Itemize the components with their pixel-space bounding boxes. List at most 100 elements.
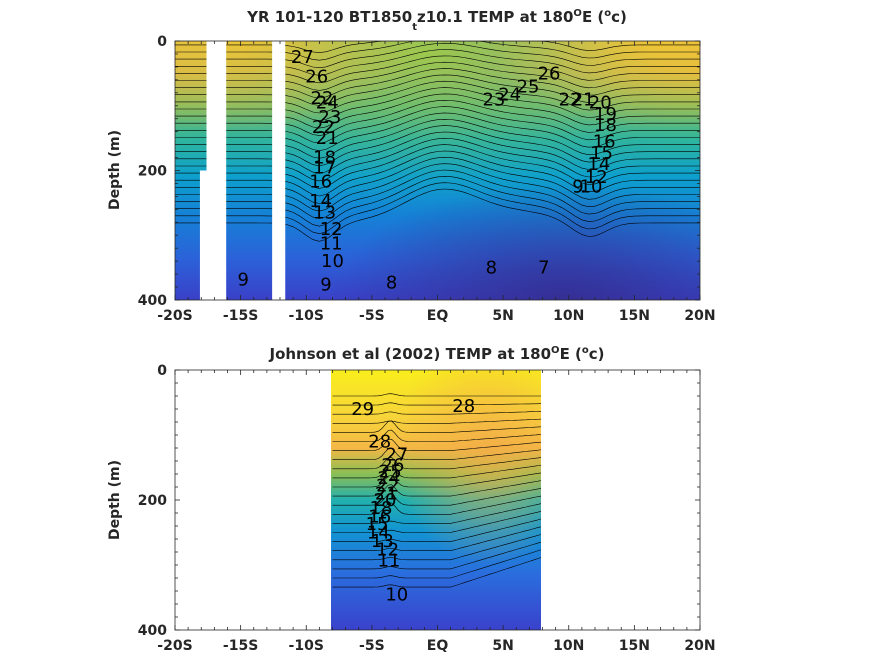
chart2-contour-label: 18	[370, 498, 393, 519]
chart1-isotherm	[175, 175, 700, 227]
chart1-isotherm	[175, 41, 700, 61]
chart2-x-tick-label: EQ	[427, 638, 449, 654]
chart1-contour-label: 7	[538, 258, 549, 279]
chart2-isotherm	[332, 420, 541, 433]
chart1-contour-label: 17	[313, 157, 336, 178]
chart1-y-tick-label: 0	[157, 34, 167, 50]
chart2-contour-label: 29	[351, 399, 374, 420]
chart1-contour-label: 26	[305, 67, 328, 88]
chart1-contour-label: 22	[312, 117, 335, 138]
chart2-x-tick-label: 10N	[553, 638, 584, 654]
chart2-isotherm	[332, 464, 541, 479]
chart1-isotherm	[175, 80, 700, 114]
chart1-y-tick-label: 200	[138, 164, 167, 180]
chart1-x-axis: -20S -15S -10S -5S EQ 5N 10N 15N 20N	[157, 41, 716, 324]
chart1-isotherm	[175, 188, 700, 242]
chart1-x-tick-label: EQ	[427, 308, 449, 324]
chart2-x-tick-label: -15S	[223, 638, 258, 654]
chart2-contour-label: 25	[379, 461, 402, 482]
chart2-ylabel: Depth (m)	[107, 460, 123, 540]
chart1-x-tick-label: -5S	[359, 308, 385, 324]
chart1-contour-label: 18	[313, 148, 336, 169]
chart2-contour-label: 27	[385, 445, 408, 466]
chart1-contour-label: 24	[498, 85, 521, 106]
chart2-isotherm	[332, 495, 541, 515]
chart1-isotherm	[175, 93, 700, 129]
chart1-isotherm	[175, 87, 700, 121]
chart2-isotherm	[332, 438, 541, 451]
chart2-y-tick-label: 400	[138, 623, 167, 639]
chart1-contour-label: 12	[585, 167, 608, 188]
chart1-isotherm	[175, 125, 700, 167]
chart2-isotherm	[332, 457, 541, 470]
chart1-isotherm	[175, 61, 700, 91]
chart1-isotherm	[175, 112, 700, 152]
chart1-contour-label: 22	[311, 88, 334, 109]
chart1-isotherm	[175, 182, 700, 235]
chart1-contour-label: 9	[238, 269, 249, 290]
chart2-contour-label: 10	[385, 584, 408, 605]
chart2-isotherm	[332, 472, 541, 488]
chart2-contour-label: 14	[367, 523, 390, 544]
chart1-contour-label: 27	[291, 47, 314, 68]
chart1-contour-label: 24	[316, 93, 339, 114]
chart1-contour-label: 12	[320, 219, 343, 240]
chart2-contour-label: 21	[375, 484, 398, 505]
chart2-contour-label: 16	[368, 506, 391, 527]
chart2-isotherm	[332, 429, 541, 442]
chart2-x-tick-label: 5N	[492, 638, 513, 654]
chart2-isotherm	[332, 402, 541, 406]
chart2-title: Johnson et al (2002) TEMP at 180OE (oc)	[268, 345, 604, 363]
chart1-contour-label: 16	[593, 131, 616, 152]
chart1-isotherm	[175, 55, 700, 84]
chart2-isotherm	[332, 503, 541, 524]
chart1-isotherm	[175, 41, 700, 53]
chart1-contour-label: 10	[580, 177, 603, 198]
chart1-contour-label: 21	[316, 128, 339, 149]
chart2-isotherm	[332, 541, 541, 570]
chart2-isotherm	[332, 518, 541, 542]
chart1-masked-column	[206, 41, 227, 300]
chart2-x-tick-label: -5S	[359, 638, 385, 654]
chart1-x-tick-label: 20N	[684, 308, 715, 324]
chart2-isotherm	[332, 526, 541, 552]
chart2-contour-label: 15	[366, 514, 389, 535]
chart1-isotherm	[175, 131, 700, 174]
chart2-y-tick-label: 200	[138, 493, 167, 509]
chart1-contour-label: 11	[320, 234, 343, 255]
chart1-land-mask	[199, 41, 286, 300]
chart1-masked-column	[272, 41, 286, 300]
chart1-isotherm	[175, 49, 700, 76]
chart2-y-axis: 0 200 400	[138, 363, 700, 639]
chart2-contour-label: 28	[368, 432, 391, 453]
chart2-x-tick-label: -20S	[157, 638, 192, 654]
chart1-contour-label: 22	[559, 89, 582, 110]
chart2-contour-label: 24	[377, 468, 400, 489]
chart2-isotherm	[332, 557, 541, 588]
chart2-x-tick-label: 15N	[619, 638, 650, 654]
chart2-isotherm	[332, 511, 541, 533]
chart2-isotherm	[332, 418, 541, 424]
chart1-contour-label: 21	[572, 89, 595, 110]
chart2-contour-label: 22	[376, 476, 399, 497]
chart1-isotherm	[175, 99, 700, 136]
chart1-contour-label: 8	[386, 273, 397, 294]
chart1-contour-label: 23	[482, 89, 505, 110]
chart2-isotherm	[332, 549, 541, 579]
chart2-contour-label: 28	[452, 396, 475, 417]
chart2-x-axis: -20S -15S -10S -5S EQ 5N 10N 15N 20N	[157, 370, 716, 654]
chart1-isotherm	[175, 137, 700, 182]
chart1-title: YR 101-120 BT1850tz10.1 TEMP at 180OE (o…	[246, 8, 627, 33]
chart1-y-axis: 0 200 400	[138, 34, 700, 309]
chart2-field	[331, 370, 541, 630]
chart1-field	[175, 41, 700, 300]
chart1-contour-label: 9	[572, 177, 583, 198]
chart1-isotherm	[175, 169, 700, 219]
chart1-contour-label: 18	[594, 115, 617, 136]
chart1-contour-label: 19	[594, 104, 617, 125]
chart1-contour-label: 13	[313, 203, 336, 224]
chart1-isotherm	[175, 106, 700, 144]
chart1-isotherm	[175, 150, 700, 197]
chart1-isotherm	[175, 144, 700, 189]
